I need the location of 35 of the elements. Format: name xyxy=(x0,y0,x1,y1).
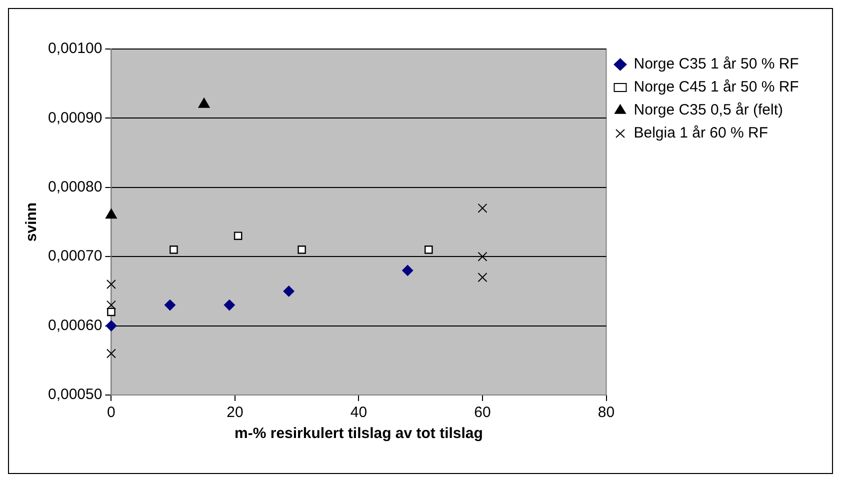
legend-label: Norge C35 0,5 år (felt) xyxy=(634,102,783,119)
x-tick-label: 80 xyxy=(598,404,615,422)
point xyxy=(170,246,178,254)
point xyxy=(106,280,116,290)
point xyxy=(106,320,117,332)
legend-label: Norge C45 1 år 50 % RF xyxy=(634,78,799,96)
x-tick-label: 40 xyxy=(350,404,368,422)
point xyxy=(234,232,242,240)
y-tick-label: 0,00070 xyxy=(48,248,102,265)
legend-label: Norge C35 1 år 50 % RF xyxy=(634,56,799,73)
point xyxy=(106,208,117,219)
legend-label: Belgia 1 år 60 % RF xyxy=(634,124,768,142)
point xyxy=(164,300,176,311)
y-tick-label: 0,00050 xyxy=(48,386,102,404)
point xyxy=(106,348,116,358)
point xyxy=(107,308,116,316)
y-tick-label: 0,00080 xyxy=(48,178,102,196)
point xyxy=(424,246,433,254)
y-tick-label: 0,00100 xyxy=(48,40,102,58)
y-axis-title: svinn xyxy=(23,202,40,242)
y-tick-label: 0,00060 xyxy=(48,316,102,334)
point xyxy=(478,203,488,213)
x-tick-label: 60 xyxy=(474,404,491,422)
point xyxy=(198,98,210,108)
point xyxy=(478,272,488,282)
point xyxy=(106,300,116,310)
point xyxy=(283,286,294,297)
point xyxy=(298,246,306,254)
point xyxy=(478,252,488,262)
x-tick-label: 0 xyxy=(107,404,116,422)
point xyxy=(224,300,235,311)
x-axis-title: m-% resirkulert tilslag av tot tilslag xyxy=(234,425,483,442)
x-tick-label: 20 xyxy=(226,404,244,422)
point xyxy=(402,264,414,276)
y-tick-label: 0,00090 xyxy=(48,109,102,126)
